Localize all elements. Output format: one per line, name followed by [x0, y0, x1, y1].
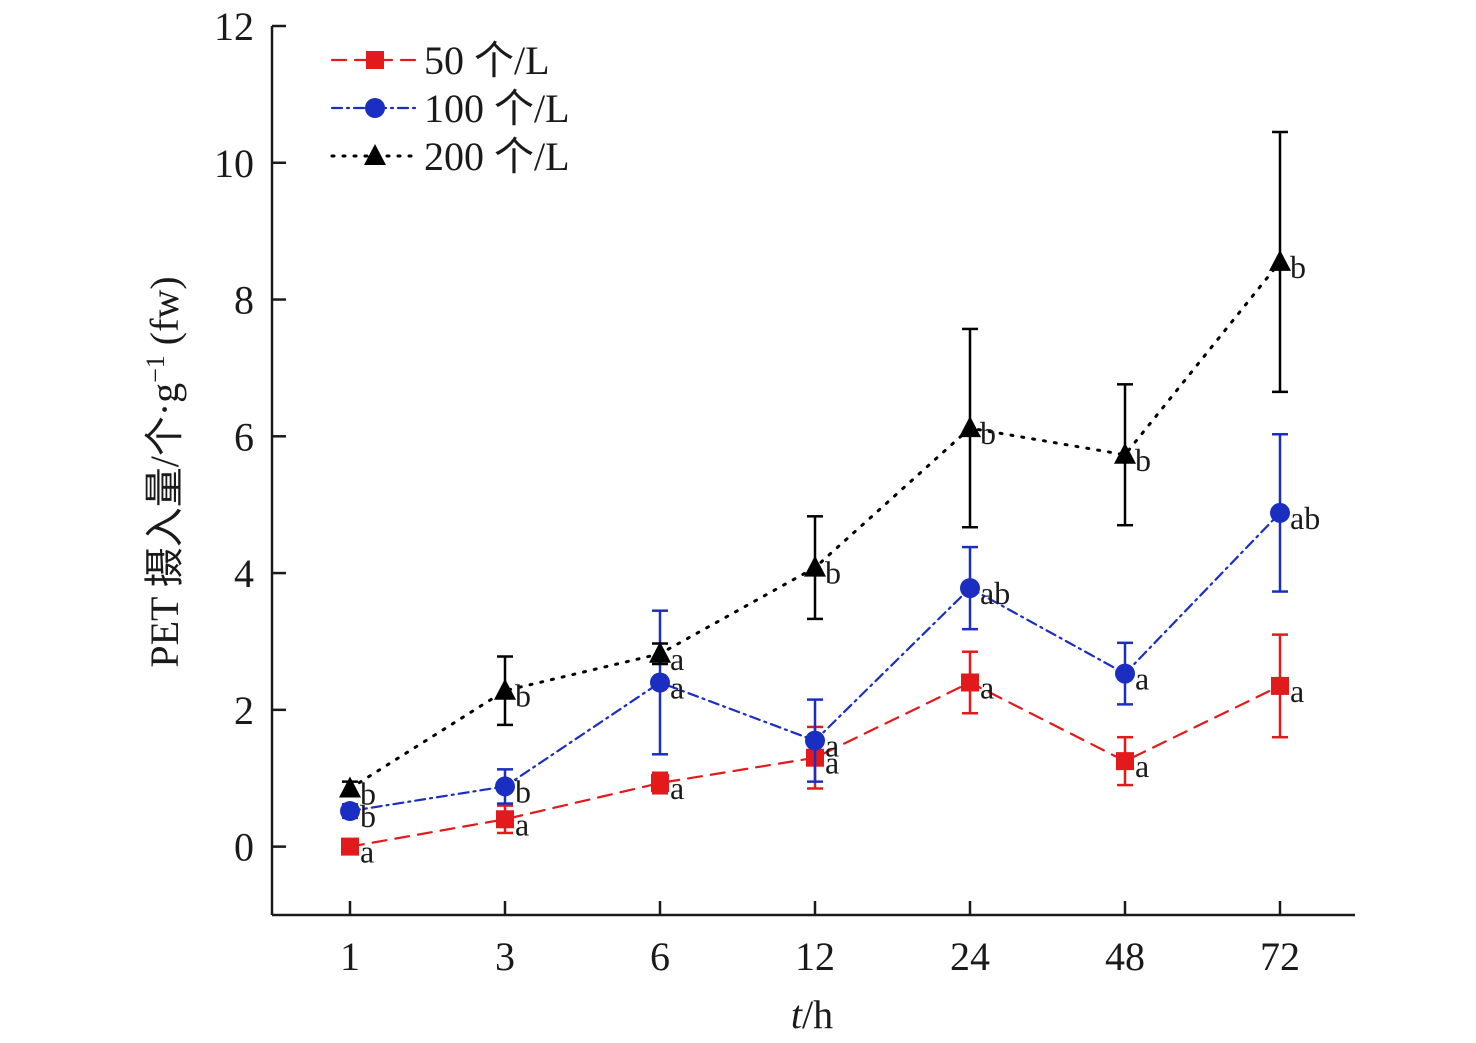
y-tick-label-2: 2: [234, 688, 254, 733]
significance-label: ab: [1290, 500, 1320, 536]
y-axis-title-suffix: (fw): [142, 276, 187, 355]
y-axis-title-sup: −1: [141, 355, 170, 383]
significance-label: a: [1290, 673, 1304, 709]
data-point: [805, 730, 825, 751]
significance-label: b: [360, 798, 376, 834]
legend-item-3: 200 个/L: [330, 134, 570, 179]
data-point: [1270, 502, 1290, 523]
y-tick-label-10: 10: [214, 141, 254, 186]
x-axis-title-italic: t: [791, 992, 803, 1037]
x-tick-label-72: 72: [1260, 934, 1300, 979]
significance-label: a: [515, 806, 529, 842]
significance-label: b: [1290, 249, 1306, 285]
significance-label: a: [670, 770, 684, 806]
data-point: [649, 641, 671, 663]
data-point: [959, 416, 981, 438]
legend-label: 200 个/L: [424, 134, 570, 179]
legend-label: 50 个/L: [424, 38, 550, 83]
significance-label: a: [1135, 661, 1149, 697]
y-axis-title: PET 摄入量/个·g−1 (fw): [141, 276, 187, 667]
significance-label: b: [825, 555, 841, 591]
data-point: [495, 776, 515, 797]
data-point: [1116, 752, 1134, 771]
significance-label: a: [670, 669, 684, 705]
data-point: [339, 776, 361, 798]
legend-item-2: 100 个/L: [330, 86, 570, 131]
data-point: [1269, 249, 1291, 271]
significance-label: a: [670, 641, 684, 677]
legend-item-1: 50 个/L: [330, 38, 550, 83]
y-tick-label-4: 4: [234, 551, 254, 596]
x-axis-title-unit: /h: [802, 992, 833, 1037]
y-tick-label-8: 8: [234, 278, 254, 323]
y-axis-title-main: PET 摄入量/个·g: [142, 383, 187, 668]
axis-titles: t/h PET 摄入量/个·g−1 (fw): [141, 276, 833, 1037]
significance-label: a: [1135, 748, 1149, 784]
data-point: [340, 801, 360, 822]
x-tick-label-3: 3: [495, 934, 515, 979]
data-point: [651, 774, 669, 793]
data-point: [960, 578, 980, 599]
data-point: [1114, 442, 1136, 464]
significance-label: b: [360, 775, 376, 811]
significance-label: b: [1135, 442, 1151, 478]
x-tick-label-24: 24: [950, 934, 990, 979]
y-tick-label-12: 12: [214, 4, 254, 49]
legend-marker: [364, 144, 386, 165]
significance-label: a: [980, 669, 994, 705]
data-point: [1115, 663, 1135, 684]
x-tick-label-12: 12: [795, 934, 835, 979]
significance-label: b: [515, 773, 531, 809]
legend-marker: [365, 98, 385, 118]
x-tick-label-1: 1: [340, 934, 360, 979]
data-point: [496, 810, 514, 829]
data-point: [650, 672, 670, 693]
data-point: [804, 555, 826, 577]
data-point: [341, 837, 359, 856]
legend-label: 100 个/L: [424, 86, 570, 131]
significance-label: b: [980, 415, 996, 451]
y-tick-label-0: 0: [234, 825, 254, 870]
data-point: [961, 673, 979, 692]
significance-label: ab: [980, 575, 1010, 611]
significance-label: a: [825, 745, 839, 781]
significance-label: a: [825, 728, 839, 764]
significance-label: a: [360, 834, 374, 870]
y-tick-label-6: 6: [234, 414, 254, 459]
significance-label: b: [515, 678, 531, 714]
x-tick-label-48: 48: [1105, 934, 1145, 979]
x-axis-title: t/h: [791, 992, 833, 1037]
data-point: [494, 678, 516, 700]
data-point: [1271, 676, 1289, 695]
x-tick-label-6: 6: [650, 934, 670, 979]
legend-marker: [366, 51, 384, 69]
